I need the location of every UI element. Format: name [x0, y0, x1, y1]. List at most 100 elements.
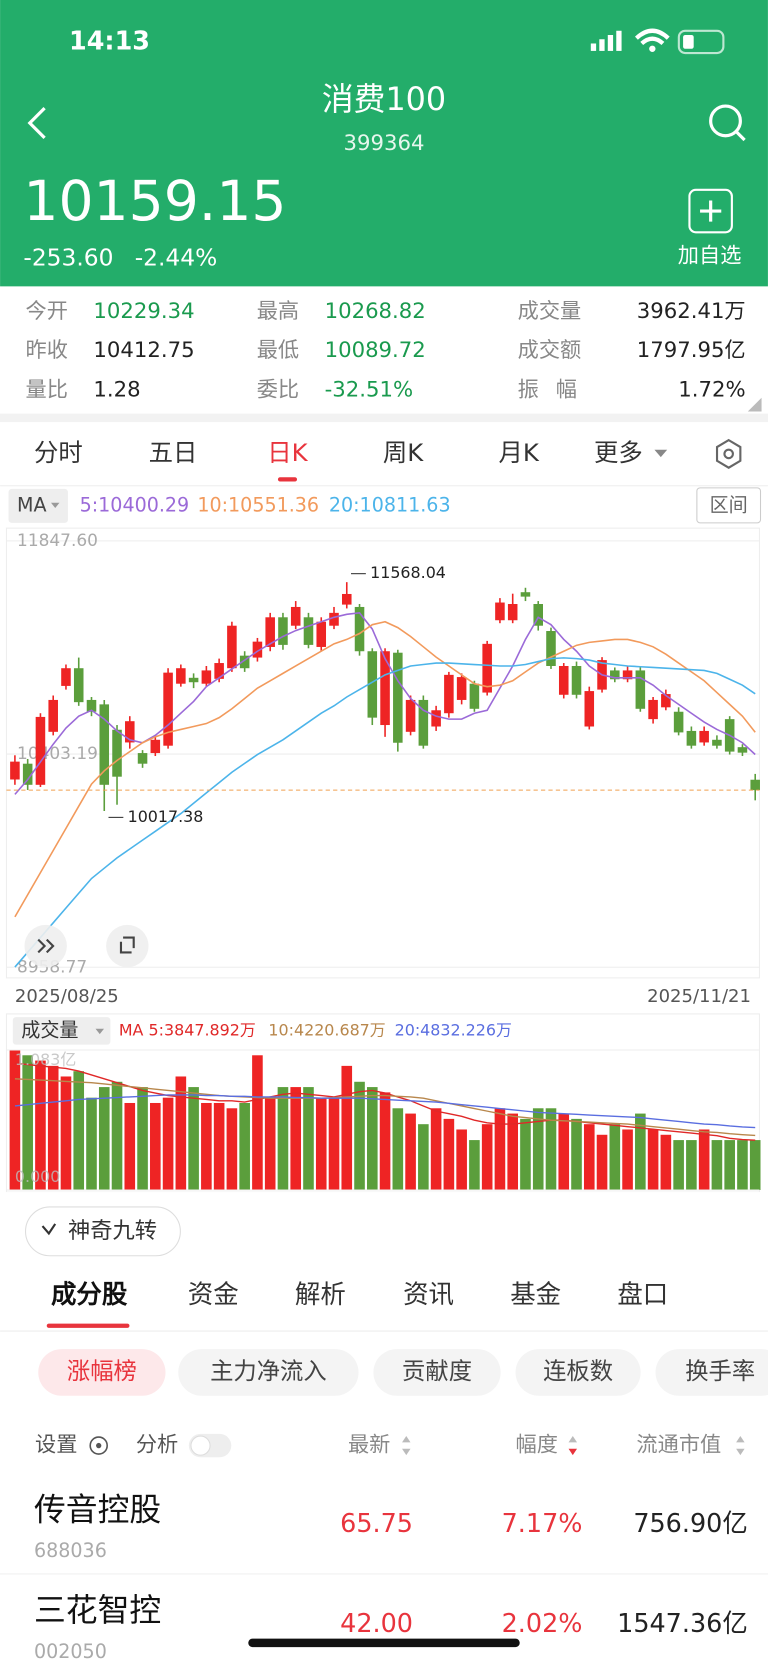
filter-pill[interactable]: [655, 1349, 768, 1396]
back-button[interactable]: [27, 107, 46, 140]
ma-line: [14, 620, 756, 918]
stock-name[interactable]: 三花智控: [34, 1591, 161, 1629]
candle-body: [329, 612, 339, 626]
candle-body: [239, 655, 250, 669]
volume-bar: [405, 1113, 416, 1190]
candle-body: [584, 691, 595, 727]
filter-pill[interactable]: [38, 1349, 166, 1396]
volume-bar: [456, 1129, 467, 1190]
chart-button-icon: [119, 936, 135, 954]
ma-line: [14, 612, 756, 795]
volume-bar: [201, 1102, 212, 1190]
filter-pill[interactable]: [515, 1349, 641, 1396]
candle-body: [48, 699, 58, 732]
candle-body: [635, 670, 646, 709]
range-button[interactable]: [696, 487, 762, 524]
extreme-label: 11568.04: [370, 563, 446, 582]
tab[interactable]: 分时: [34, 438, 83, 467]
wifi: [634, 28, 670, 46]
range-label[interactable]: 区间: [710, 493, 748, 516]
candle-body: [86, 699, 97, 712]
quote-label: 最高: [257, 299, 299, 324]
settings-icon[interactable]: [89, 1436, 108, 1455]
settings-label[interactable]: 设置: [35, 1433, 77, 1458]
tab[interactable]: 月K: [499, 438, 540, 467]
candle-body: [73, 668, 84, 703]
filter-pill[interactable]: [373, 1349, 501, 1396]
candle-body: [10, 761, 20, 780]
quote-value: 10268.82: [325, 299, 426, 324]
ma-selector[interactable]: [8, 488, 68, 523]
quote-label: 最低: [257, 338, 299, 363]
sub-tab[interactable]: 成分股: [51, 1280, 128, 1310]
candle-body: [367, 651, 378, 718]
stock-price: 65.75: [340, 1509, 413, 1539]
volume-ma-line: [14, 1094, 756, 1129]
filter-label[interactable]: 涨幅榜: [67, 1357, 137, 1385]
volume-bar: [137, 1087, 148, 1190]
sub-tab[interactable]: 解析: [295, 1280, 346, 1310]
candle-body: [444, 674, 454, 714]
volume-bar: [571, 1118, 582, 1190]
tab[interactable]: 更多: [594, 438, 643, 467]
quote-label: 成交量: [518, 299, 582, 324]
candle-body: [137, 753, 148, 764]
sub-tab[interactable]: 资金: [188, 1280, 239, 1310]
ma-label[interactable]: MA: [17, 493, 47, 516]
stock-name[interactable]: 传音控股: [34, 1490, 161, 1528]
filter-pill[interactable]: [178, 1349, 359, 1396]
quote-value: -32.51%: [325, 377, 414, 402]
candle-body: [150, 739, 161, 754]
battery: [677, 29, 725, 55]
candle-body: [341, 593, 352, 605]
volume-bar: [379, 1092, 391, 1190]
column-header[interactable]: 最新: [348, 1433, 390, 1458]
tab[interactable]: 五日: [149, 438, 198, 467]
volume-bar: [366, 1087, 378, 1190]
chart-button[interactable]: [106, 924, 149, 968]
quote-label: 振幅: [518, 377, 594, 402]
volume-bar: [252, 1055, 263, 1190]
sub-tab[interactable]: 基金: [510, 1280, 561, 1310]
quote-label: 今开: [26, 299, 68, 324]
tab[interactable]: 周K: [383, 438, 424, 467]
volume-bar: [609, 1124, 621, 1190]
search-button[interactable]: [709, 104, 746, 142]
volume-bar: [558, 1113, 570, 1190]
volume-bar: [303, 1087, 314, 1190]
column-header[interactable]: 流通市值: [636, 1433, 721, 1458]
candle-body: [558, 665, 569, 695]
candle-body: [520, 592, 531, 597]
volume-title[interactable]: 成交量: [21, 1018, 78, 1041]
sort-up: [568, 1436, 578, 1443]
filter-label[interactable]: 换手率: [685, 1357, 755, 1385]
tab[interactable]: 日K: [267, 438, 308, 467]
candle-body: [456, 677, 467, 700]
candle-body: [431, 710, 441, 727]
column-header[interactable]: 幅度: [516, 1433, 558, 1458]
settings-button[interactable]: [715, 438, 742, 469]
quote-label: 量比: [26, 377, 68, 402]
add-label[interactable]: 加自选: [678, 244, 742, 269]
candle-body: [469, 683, 480, 709]
nine-label[interactable]: 神奇九转: [68, 1218, 157, 1244]
stock-code: 688036: [34, 1539, 107, 1562]
volume-bar: [724, 1140, 735, 1190]
header-bg: [0, 0, 768, 287]
sub-tab[interactable]: 资讯: [403, 1280, 454, 1310]
volume-selector[interactable]: [12, 1017, 111, 1045]
candle-body: [176, 668, 186, 684]
sub-tab[interactable]: 盘口: [617, 1280, 668, 1310]
nine-button[interactable]: [24, 1206, 181, 1257]
filter-label[interactable]: 主力净流入: [210, 1357, 327, 1385]
stock-change: 7.17%: [502, 1509, 583, 1539]
candle-body: [507, 604, 518, 621]
volume-bar: [175, 1076, 187, 1190]
candle-body: [495, 602, 505, 621]
quote-value: 10089.72: [325, 338, 426, 363]
add-button[interactable]: [688, 188, 733, 234]
filter-label[interactable]: 贡献度: [402, 1357, 472, 1385]
filter-label[interactable]: 连板数: [543, 1357, 613, 1385]
